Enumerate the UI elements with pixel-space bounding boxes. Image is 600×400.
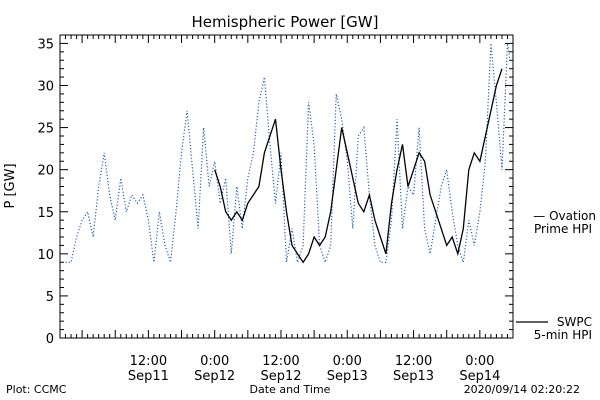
- y-tick-label: 20: [37, 164, 54, 179]
- y-tick-label: 0: [46, 332, 54, 347]
- x-tick-label-time: 12:00: [395, 354, 432, 369]
- axis-ticks: 0510152025303512:00Sep110:00Sep1212:00Se…: [37, 34, 514, 384]
- x-tick-label-date: Sep12: [194, 369, 235, 384]
- y-axis-label: P [GW]: [3, 163, 18, 208]
- x-tick-label-date: Sep14: [459, 369, 500, 384]
- y-tick-label: 10: [37, 248, 54, 263]
- legend-ovation-line2: Prime HPI: [534, 222, 592, 236]
- x-axis-label: Date and Time: [249, 383, 331, 396]
- series-lines: [65, 43, 511, 265]
- series-ovation-prime-hpi: [65, 43, 511, 265]
- x-tick-label-date: Sep11: [128, 369, 169, 384]
- x-tick-label-time: 12:00: [130, 354, 167, 369]
- x-tick-label-date: Sep13: [327, 369, 368, 384]
- plot-credit: Plot: CCMC: [6, 383, 67, 396]
- legend-swpc-line1: SWPC: [557, 315, 592, 329]
- x-tick-label-date: Sep13: [393, 369, 434, 384]
- y-tick-label: 35: [37, 37, 54, 52]
- plot-frame: [59, 34, 514, 339]
- plot-timestamp: 2020/09/14 02:20:22: [463, 383, 580, 396]
- y-tick-label: 30: [37, 80, 54, 95]
- x-tick-label-time: 12:00: [262, 354, 299, 369]
- y-tick-label: 25: [37, 122, 54, 137]
- x-tick-label-time: 0:00: [333, 354, 362, 369]
- x-tick-label-time: 0:00: [465, 354, 494, 369]
- legend-ovation-line1: — Ovation: [533, 209, 596, 223]
- series-swpc-5min-hpi: [214, 68, 503, 264]
- chart-title: Hemispheric Power [GW]: [192, 13, 379, 31]
- y-tick-label: 15: [37, 206, 54, 221]
- x-tick-label-time: 0:00: [200, 354, 229, 369]
- y-tick-label: 5: [46, 290, 54, 305]
- legend-swpc-line2: 5-min HPI: [534, 328, 592, 342]
- x-tick-label-date: Sep12: [260, 369, 301, 384]
